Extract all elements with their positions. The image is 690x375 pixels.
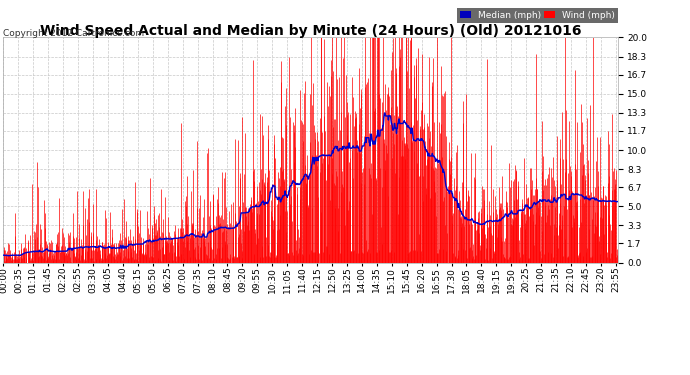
Title: Wind Speed Actual and Median by Minute (24 Hours) (Old) 20121016: Wind Speed Actual and Median by Minute (… (40, 24, 581, 38)
Legend: Median (mph), Wind (mph): Median (mph), Wind (mph) (457, 8, 618, 22)
Text: Copyright 2012 Cartronics.com: Copyright 2012 Cartronics.com (3, 28, 145, 38)
